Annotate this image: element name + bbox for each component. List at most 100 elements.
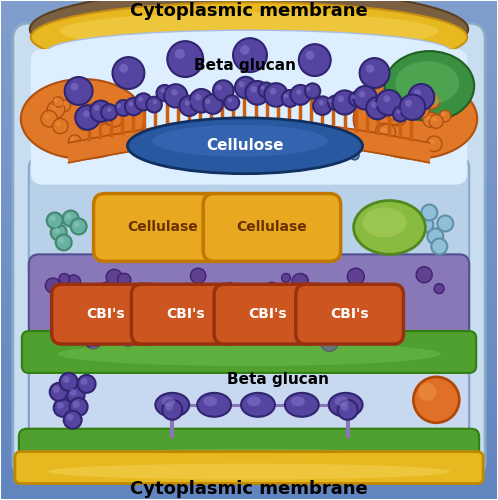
Circle shape — [257, 322, 275, 340]
Bar — [1, 24, 497, 25]
Circle shape — [107, 140, 112, 145]
Bar — [1, 408, 497, 409]
Bar — [1, 401, 497, 402]
Bar — [1, 355, 497, 356]
Circle shape — [90, 285, 106, 300]
Bar — [1, 488, 497, 490]
Bar — [1, 140, 497, 141]
Bar — [1, 426, 497, 428]
Bar — [1, 134, 497, 135]
Bar — [1, 70, 497, 71]
Circle shape — [67, 386, 85, 404]
Circle shape — [257, 142, 266, 152]
Ellipse shape — [203, 396, 217, 406]
Bar — [1, 18, 497, 19]
Bar — [1, 162, 497, 164]
Circle shape — [96, 112, 101, 117]
Bar — [1, 242, 497, 244]
Bar — [1, 122, 497, 123]
Bar — [1, 90, 497, 91]
Circle shape — [51, 224, 67, 240]
Bar — [1, 405, 497, 406]
Bar — [1, 128, 497, 129]
Bar — [1, 330, 497, 331]
Bar — [1, 62, 497, 63]
Bar — [1, 30, 497, 31]
Circle shape — [359, 91, 366, 98]
Bar — [1, 452, 497, 454]
Bar — [1, 436, 497, 438]
Bar — [1, 218, 497, 220]
Circle shape — [338, 96, 344, 102]
Bar — [1, 212, 497, 214]
Bar — [1, 476, 497, 478]
Bar — [1, 409, 497, 410]
Circle shape — [434, 284, 444, 294]
Circle shape — [70, 389, 77, 396]
Bar — [1, 98, 497, 99]
Bar — [1, 325, 497, 326]
Bar — [1, 314, 497, 315]
Bar — [1, 413, 497, 414]
Circle shape — [416, 267, 432, 283]
Bar — [1, 51, 497, 52]
Circle shape — [93, 102, 105, 114]
Circle shape — [426, 136, 442, 152]
Bar — [1, 329, 497, 330]
Bar — [1, 312, 497, 313]
Circle shape — [50, 216, 56, 222]
Circle shape — [70, 136, 75, 141]
FancyBboxPatch shape — [52, 284, 159, 344]
Bar — [1, 387, 497, 388]
Bar — [1, 470, 497, 472]
Circle shape — [351, 95, 355, 99]
Bar — [1, 117, 497, 118]
Circle shape — [104, 137, 119, 152]
Circle shape — [328, 96, 342, 110]
Ellipse shape — [161, 396, 175, 406]
Bar — [1, 334, 497, 335]
Circle shape — [305, 315, 318, 328]
Circle shape — [165, 313, 181, 328]
Bar — [1, 438, 497, 440]
Ellipse shape — [354, 79, 477, 158]
Circle shape — [281, 328, 291, 338]
Circle shape — [281, 274, 290, 282]
Circle shape — [411, 94, 416, 99]
Bar — [1, 230, 497, 232]
Bar — [1, 440, 497, 442]
Bar — [1, 64, 497, 65]
Bar — [1, 200, 497, 202]
Ellipse shape — [395, 61, 459, 105]
Circle shape — [216, 84, 222, 90]
Circle shape — [141, 307, 156, 322]
Bar — [1, 246, 497, 248]
Circle shape — [366, 135, 371, 140]
Bar — [1, 289, 497, 290]
Bar — [1, 383, 497, 384]
Bar — [1, 95, 497, 96]
Bar — [1, 172, 497, 174]
Circle shape — [258, 82, 274, 98]
Bar — [1, 344, 497, 345]
Bar — [1, 158, 497, 160]
Bar — [1, 46, 497, 47]
Bar — [1, 291, 497, 292]
Circle shape — [47, 101, 65, 118]
Bar — [1, 186, 497, 188]
Circle shape — [71, 218, 87, 234]
Ellipse shape — [30, 0, 468, 69]
Bar — [1, 448, 497, 450]
Bar — [1, 258, 497, 260]
Bar — [1, 293, 497, 294]
Bar — [1, 393, 497, 394]
Polygon shape — [69, 121, 429, 162]
Circle shape — [224, 95, 239, 110]
Circle shape — [92, 108, 108, 125]
Circle shape — [166, 299, 183, 316]
Bar — [1, 60, 497, 61]
Bar — [1, 358, 497, 359]
Bar — [1, 343, 497, 344]
Bar — [1, 58, 497, 59]
Bar — [1, 492, 497, 494]
